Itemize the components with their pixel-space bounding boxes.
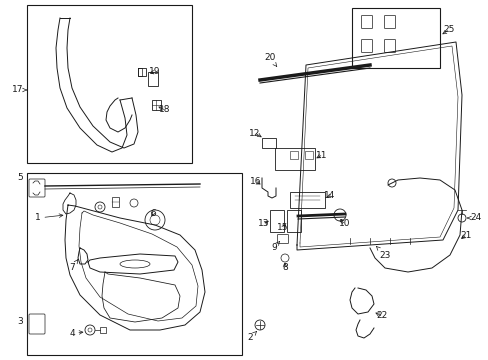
Text: 19: 19 [149,68,161,77]
Text: 20: 20 [264,54,276,67]
Bar [351,8,439,68]
Bar [305,151,312,159]
Bar [289,151,297,159]
Text: 3: 3 [17,318,23,327]
Text: 13: 13 [258,220,269,229]
Bar [27,5,192,163]
Text: 18: 18 [159,105,170,114]
Text: 7: 7 [69,260,78,273]
Text: 1: 1 [35,213,63,222]
Text: 8: 8 [282,263,287,273]
Bar [148,72,158,86]
Text: 15: 15 [277,224,288,233]
Text: 24: 24 [467,213,481,222]
Text: 4: 4 [69,328,82,338]
Text: 14: 14 [324,192,335,201]
Bar [262,138,275,148]
Bar [100,327,106,333]
Text: 5: 5 [17,174,23,183]
Bar [286,210,301,232]
Text: 12: 12 [249,129,261,138]
Bar [112,197,119,207]
Bar [27,173,242,355]
Bar [274,148,314,170]
Text: 17: 17 [12,85,26,94]
Bar [289,192,325,208]
Text: 10: 10 [339,219,350,228]
Text: 9: 9 [270,241,279,252]
Text: 22: 22 [375,311,387,320]
Text: 21: 21 [459,230,471,239]
Text: 2: 2 [246,331,256,342]
Bar [269,210,284,232]
Text: 16: 16 [250,177,261,186]
Text: 25: 25 [442,26,454,35]
Bar [152,100,161,110]
Text: 6: 6 [150,208,156,217]
Text: 23: 23 [376,247,390,260]
Bar [138,68,146,76]
Text: 11: 11 [316,150,327,159]
